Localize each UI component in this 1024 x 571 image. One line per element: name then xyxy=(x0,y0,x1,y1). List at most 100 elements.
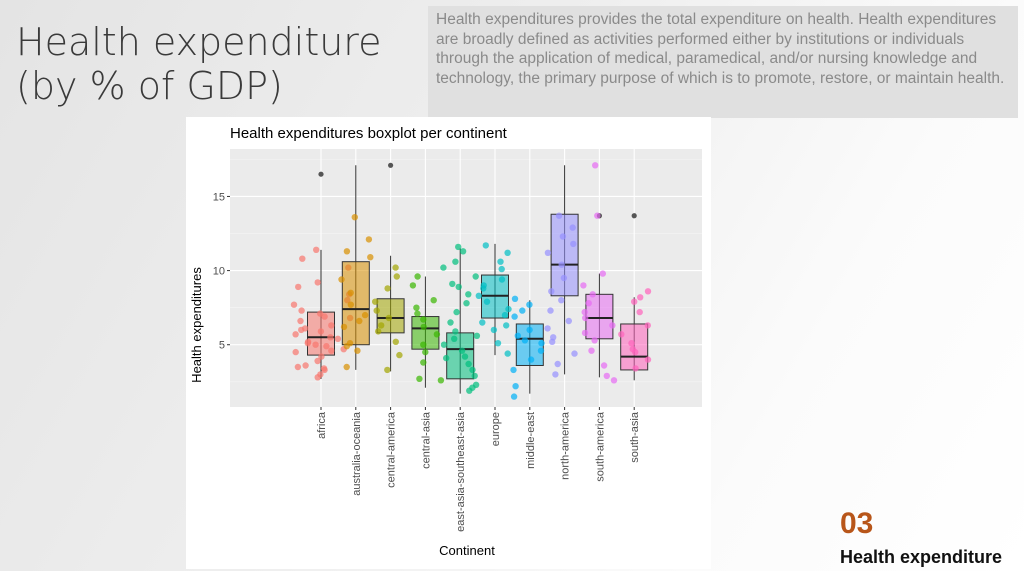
data-point xyxy=(420,316,427,323)
data-point xyxy=(451,335,458,342)
data-point xyxy=(413,304,420,311)
data-point xyxy=(514,332,521,339)
data-point xyxy=(420,323,427,331)
data-point xyxy=(527,356,535,363)
data-point xyxy=(347,301,354,308)
data-point xyxy=(555,212,563,219)
data-point xyxy=(644,322,651,329)
data-point xyxy=(384,285,391,292)
slide-title-line2: (by % of GDP) xyxy=(16,64,283,108)
data-point xyxy=(393,273,400,280)
data-point xyxy=(559,233,567,240)
x-tick-label: middle-east xyxy=(525,412,537,469)
data-point xyxy=(396,351,403,359)
data-point xyxy=(328,347,335,354)
data-point xyxy=(365,236,373,243)
data-point xyxy=(416,375,423,382)
data-point xyxy=(511,313,518,320)
x-axis-label: Continent xyxy=(439,543,495,558)
data-point xyxy=(480,282,487,289)
data-point xyxy=(304,340,311,347)
data-point xyxy=(550,334,557,341)
data-point xyxy=(430,297,437,304)
data-point xyxy=(433,331,441,338)
data-point xyxy=(537,347,545,354)
data-point xyxy=(610,377,618,384)
data-point xyxy=(632,365,639,372)
data-point xyxy=(414,310,421,317)
data-point xyxy=(343,248,351,255)
data-point xyxy=(629,346,636,353)
data-point xyxy=(472,273,479,280)
data-point xyxy=(343,363,350,371)
data-point xyxy=(569,224,576,231)
data-point xyxy=(526,301,533,308)
data-point xyxy=(469,366,476,374)
data-point xyxy=(327,334,334,341)
data-point xyxy=(455,283,462,291)
section-number: 03 xyxy=(840,507,874,540)
x-tick-label: europe xyxy=(490,412,502,446)
data-point xyxy=(498,265,505,273)
data-point xyxy=(580,282,587,289)
boxplot-chart: Health expenditures boxplot per continen… xyxy=(189,125,702,558)
data-point xyxy=(463,300,470,307)
data-point xyxy=(328,322,335,329)
data-point xyxy=(592,162,599,169)
data-point xyxy=(317,328,325,335)
chart-title: Health expenditures boxplot per continen… xyxy=(230,125,508,142)
data-point xyxy=(461,353,469,360)
data-point xyxy=(600,362,608,369)
data-point xyxy=(452,328,459,335)
data-point xyxy=(302,362,309,369)
category-group-central-america xyxy=(372,162,405,374)
data-point xyxy=(384,366,391,374)
data-point xyxy=(294,363,302,371)
data-point xyxy=(637,294,644,301)
data-point xyxy=(297,317,304,325)
data-point xyxy=(482,242,489,249)
data-point xyxy=(519,307,526,314)
data-point xyxy=(547,307,554,314)
data-point xyxy=(292,348,299,356)
data-point xyxy=(504,350,511,357)
data-point xyxy=(314,279,321,286)
x-tick-label: central-asia xyxy=(420,411,432,469)
data-point xyxy=(323,343,330,350)
data-point xyxy=(372,298,379,305)
category-group-south-asia xyxy=(618,213,652,381)
category-group-east-asia-southeast-asia xyxy=(440,243,481,394)
data-point xyxy=(318,353,325,360)
data-point xyxy=(453,308,460,316)
data-point xyxy=(375,328,382,335)
x-tick-label: south-america xyxy=(594,411,606,482)
data-point xyxy=(449,280,456,288)
data-point xyxy=(447,319,454,326)
data-point xyxy=(313,246,320,253)
data-point xyxy=(503,322,510,329)
category-group-australia-oceania xyxy=(338,165,374,371)
data-point xyxy=(298,326,305,334)
data-point xyxy=(510,393,518,400)
data-point xyxy=(298,307,305,314)
data-point xyxy=(504,249,511,256)
data-point xyxy=(483,298,491,305)
data-point xyxy=(392,264,399,271)
data-point xyxy=(544,325,551,332)
data-point xyxy=(473,332,481,339)
description-box: Health expenditures provides the total e… xyxy=(428,6,1018,118)
data-point xyxy=(498,276,506,283)
data-point xyxy=(591,337,598,344)
section-label: Health expenditure xyxy=(840,547,1003,567)
data-point xyxy=(589,291,596,298)
slide-title-line1: Health expenditure xyxy=(16,20,382,64)
data-point xyxy=(570,240,577,248)
data-point xyxy=(351,214,358,221)
data-point xyxy=(422,348,429,356)
data-point xyxy=(511,295,519,302)
data-point xyxy=(443,354,450,362)
data-point xyxy=(494,340,502,347)
x-tick-label: south-asia xyxy=(629,411,641,463)
data-point xyxy=(585,300,592,307)
data-point xyxy=(292,331,299,338)
